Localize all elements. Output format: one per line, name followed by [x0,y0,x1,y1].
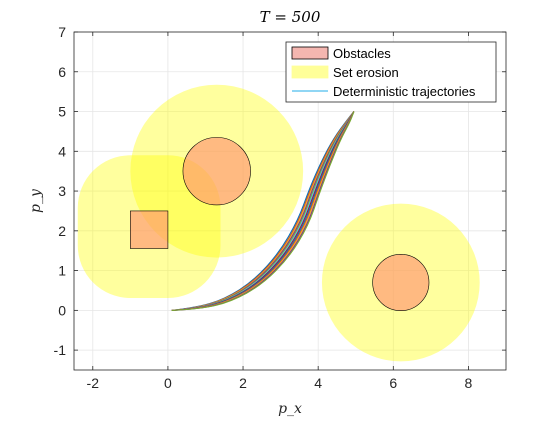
x-tick-label: 8 [465,375,473,391]
x-tick-label: 0 [164,375,172,391]
axis-ticks: -2 0 2 4 6 8 -1 0 1 2 3 4 5 6 7 [54,24,506,391]
x-tick-label: 2 [239,375,247,391]
legend-label: Obstacles [333,46,391,61]
y-tick-label: 1 [58,263,66,279]
trajectory-line [171,111,355,311]
y-tick-label: 7 [58,24,66,40]
y-tick-label: -1 [54,342,67,358]
y-tick-label: 6 [58,64,66,80]
legend-swatch [291,65,329,79]
y-tick-label: 3 [58,183,66,199]
legend-label: Set erosion [333,65,399,80]
y-tick-label: 4 [58,143,66,159]
obstacle [182,137,251,206]
legend-label: Deterministic trajectories [333,84,476,99]
x-tick-label: 4 [314,375,322,391]
x-tick-label: -2 [87,375,100,391]
y-tick-label: 5 [58,104,66,120]
legend-swatch [291,46,329,60]
y-tick-label: 0 [58,302,66,318]
trajectories [171,111,355,311]
obstacle [372,254,430,311]
chart-title: T = 500 [260,8,321,26]
y-tick-label: 2 [58,223,66,239]
plot-frame [73,31,507,371]
legend: Obstacles Set erosion Deterministic trajec… [285,41,497,103]
obstacle [130,210,169,249]
x-tick-label: 6 [389,375,397,391]
x-axis-label: p_x [278,401,302,417]
obstacles [130,137,430,311]
y-axis-label: p_y [28,188,44,213]
